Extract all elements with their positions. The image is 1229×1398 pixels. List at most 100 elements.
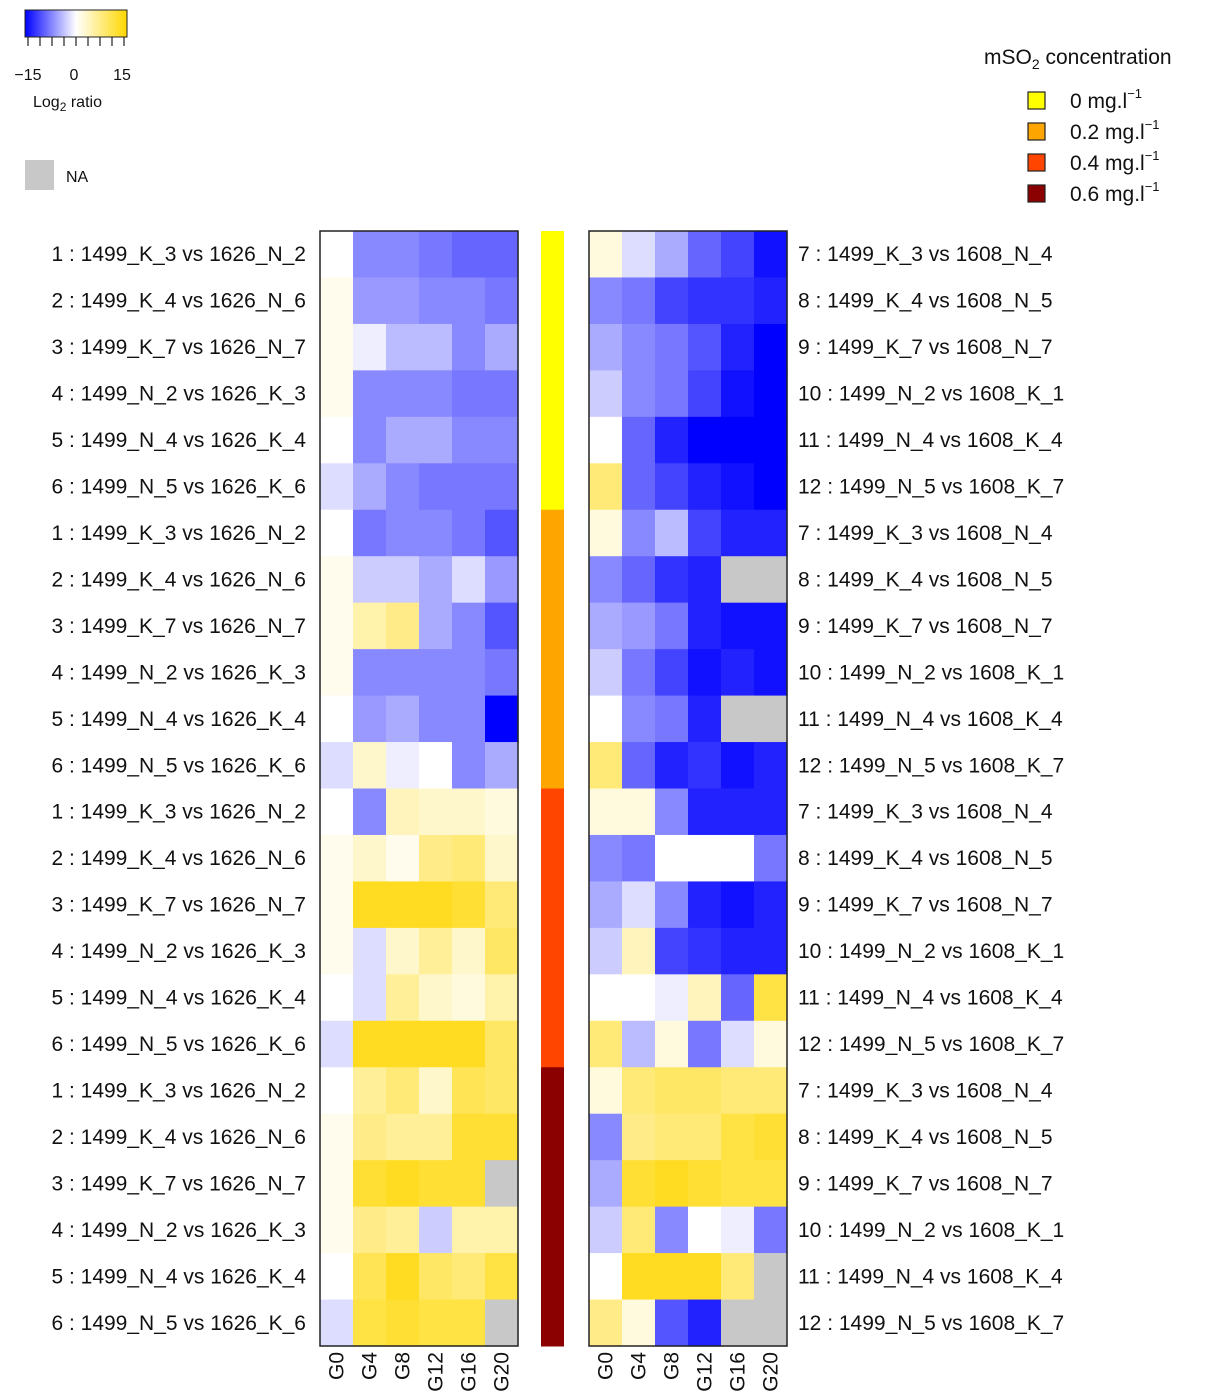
scale-tick-mid: 0: [70, 67, 79, 84]
heatmap-cell: [655, 277, 689, 325]
heatmap-cell: [452, 323, 486, 371]
heatmap-cell: [721, 416, 755, 464]
heatmap-cell: [320, 1113, 354, 1161]
heatmap-cell: [655, 1160, 689, 1208]
heatmap-cell: [320, 416, 354, 464]
concentration-label: 0 mg.l−1: [1070, 86, 1142, 113]
heatmap-cell: [419, 509, 453, 557]
right-row-label: 12 : 1499_N_5 vs 1608_K_7: [798, 476, 1064, 499]
column-label: G16: [458, 1352, 481, 1392]
heatmap-cell: [688, 742, 722, 790]
heatmap-cell: [622, 1113, 656, 1161]
heatmap-cell: [754, 416, 788, 464]
heatmap-cell: [754, 649, 788, 697]
heatmap-cell: [688, 323, 722, 371]
left-row-label: 5 : 1499_N_4 vs 1626_K_4: [51, 429, 306, 452]
heatmap-cell: [386, 509, 420, 557]
heatmap-cell: [485, 742, 519, 790]
heatmap-cell: [452, 927, 486, 975]
heatmap-cell: [386, 695, 420, 743]
heatmap-cell: [622, 742, 656, 790]
left-row-label: 5 : 1499_N_4 vs 1626_K_4: [51, 1265, 306, 1288]
heatmap-cell: [754, 974, 788, 1022]
scale-label-main: Log: [33, 94, 60, 111]
concentration-swatch: [1027, 153, 1046, 172]
heatmap-cell: [419, 974, 453, 1022]
heatmap-cell: [655, 370, 689, 418]
concentration-label-text: 0.6 mg.l: [1070, 183, 1145, 206]
heatmap-cell: [353, 834, 387, 883]
column-label: G12: [694, 1352, 717, 1392]
heatmap-cell: [419, 323, 453, 371]
concentration-title-sub: 2: [1032, 56, 1040, 72]
concentration-swatch: [1027, 122, 1046, 141]
column-label: G16: [727, 1352, 750, 1392]
heatmap-cell: [386, 742, 420, 790]
heatmap-cell: [419, 695, 453, 743]
concentration-legend-items: 0 mg.l−10.2 mg.l−10.4 mg.l−10.6 mg.l−1: [1027, 86, 1160, 206]
heatmap-cell: [419, 1299, 453, 1347]
heatmap-cell: [353, 881, 387, 929]
heatmap-cell: [386, 788, 420, 836]
heatmap-cell: [589, 1113, 623, 1161]
heatmap-cell: [721, 1067, 755, 1115]
heatmap-cell: [589, 509, 623, 557]
heatmap-cell: [754, 695, 788, 743]
left-row-label: 1 : 1499_K_3 vs 1626_N_2: [51, 243, 306, 266]
heatmap-cell: [655, 834, 689, 883]
heatmap-cell: [419, 1067, 453, 1115]
heatmap-cell: [688, 974, 722, 1022]
heatmap-cell: [721, 370, 755, 418]
heatmap-cell: [386, 834, 420, 883]
heatmap-cell: [485, 1020, 519, 1068]
na-legend: NA: [25, 160, 89, 190]
heatmap-cell: [452, 649, 486, 697]
heatmap-cell: [754, 1067, 788, 1115]
heatmap-cell: [721, 881, 755, 929]
heatmap-cell: [655, 788, 689, 836]
right-row-label: 9 : 1499_K_7 vs 1608_N_7: [798, 336, 1053, 359]
column-label: G0: [595, 1352, 618, 1380]
heatmap-cell: [721, 1253, 755, 1301]
heatmap-cell: [419, 881, 453, 929]
heatmap-cell: [655, 1067, 689, 1115]
heatmap-cell: [485, 602, 519, 650]
heatmap-cell: [622, 370, 656, 418]
scale-tick-low: −15: [14, 67, 41, 84]
heatmap-cell: [655, 1206, 689, 1254]
left-row-label: 2 : 1499_K_4 vs 1626_N_6: [51, 847, 306, 870]
concentration-label-sup: −1: [1145, 148, 1160, 163]
heatmap-cell: [721, 1113, 755, 1161]
heatmap-cell: [754, 556, 788, 604]
heatmap-cell: [452, 834, 486, 883]
heatmap-cell: [754, 370, 788, 418]
heatmap-cell: [754, 1020, 788, 1068]
scale-label-sub: 2: [60, 100, 67, 114]
heatmap-cell: [589, 1020, 623, 1068]
right-row-label: 9 : 1499_K_7 vs 1608_N_7: [798, 615, 1053, 638]
heatmap-cell: [386, 1113, 420, 1161]
heatmap-cell: [320, 1253, 354, 1301]
heatmap-cell: [320, 231, 354, 279]
heatmap-cell: [754, 742, 788, 790]
heatmap-cell: [721, 1206, 755, 1254]
heatmap-cell: [353, 742, 387, 790]
heatmap-cell: [452, 881, 486, 929]
heatmap-cell: [353, 927, 387, 975]
concentration-label: 0.4 mg.l−1: [1070, 148, 1160, 175]
right-row-label: 11 : 1499_N_4 vs 1608_K_4: [798, 708, 1063, 731]
concentration-legend: mSO2 concentration 0 mg.l−10.2 mg.l−10.4…: [984, 46, 1172, 206]
heatmap-cell: [452, 1253, 486, 1301]
heatmap-cell: [688, 556, 722, 604]
heatmap-cell: [622, 1020, 656, 1068]
right-row-label: 8 : 1499_K_4 vs 1608_N_5: [798, 847, 1053, 870]
heatmap-cell: [353, 1020, 387, 1068]
concentration-label-sup: −1: [1127, 86, 1142, 101]
heatmap-cell: [353, 1299, 387, 1347]
heatmap-cell: [688, 231, 722, 279]
heatmap-cell: [622, 927, 656, 975]
heatmap-cell: [754, 788, 788, 836]
heatmap-cell: [419, 742, 453, 790]
na-swatch: [25, 160, 54, 190]
heatmap-cell: [655, 323, 689, 371]
